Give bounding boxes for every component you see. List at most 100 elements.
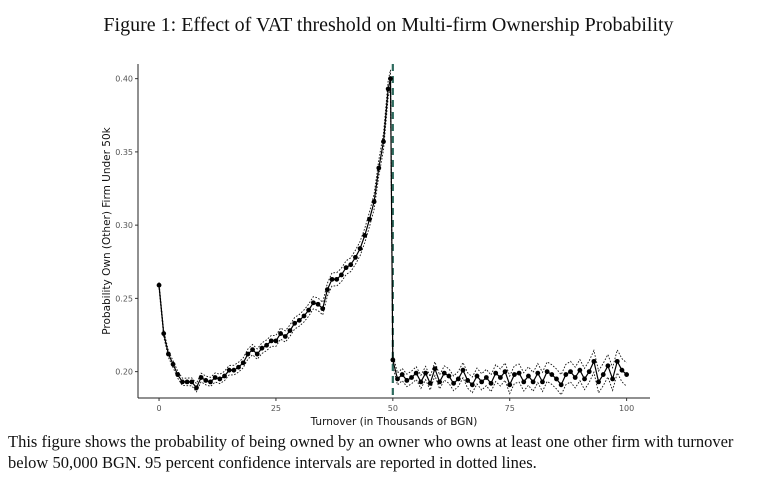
- data-point: [273, 338, 279, 344]
- data-point: [376, 165, 382, 171]
- x-tick-label: 100: [619, 404, 634, 413]
- data-point: [282, 334, 288, 339]
- data-point: [423, 370, 428, 376]
- data-point: [572, 375, 578, 380]
- data-point: [287, 328, 293, 334]
- data-point: [465, 378, 471, 383]
- data-point: [357, 246, 363, 251]
- data-point: [348, 262, 354, 268]
- data-point: [563, 372, 569, 377]
- data-point: [526, 373, 531, 379]
- y-tick-label: 0.30: [115, 221, 133, 230]
- data-point: [292, 320, 298, 326]
- data-point: [516, 370, 522, 376]
- data-point: [483, 375, 489, 380]
- data-point: [409, 375, 414, 380]
- data-point: [460, 367, 466, 373]
- data-point: [591, 358, 597, 364]
- data-point: [315, 301, 321, 307]
- data-point: [582, 376, 587, 382]
- data-point: [385, 86, 391, 92]
- data-point: [479, 379, 485, 385]
- y-tick-label: 0.20: [115, 368, 133, 377]
- data-point: [554, 376, 559, 382]
- data-point: [296, 317, 302, 323]
- data-point: [170, 361, 176, 367]
- data-point: [390, 357, 396, 363]
- figure-caption: This figure shows the probability of bei…: [8, 432, 734, 472]
- data-point: [231, 367, 237, 373]
- data-point: [310, 300, 316, 306]
- y-tick-label: 0.40: [115, 75, 133, 84]
- data-point: [367, 216, 372, 222]
- data-point: [198, 375, 204, 380]
- data-point: [488, 380, 494, 386]
- data-point: [240, 360, 246, 366]
- data-point: [338, 272, 344, 278]
- chart-labels: Turnover (in Thousands of BGN) Probabili…: [101, 126, 477, 428]
- data-point: [226, 367, 232, 373]
- data-point: [497, 375, 503, 380]
- data-point: [596, 379, 601, 385]
- data-point: [404, 378, 410, 383]
- data-point: [343, 265, 349, 271]
- data-point: [184, 379, 190, 385]
- chart-axes: 0.20 0.25 0.30 0.35 0.40 0 25 50 75 100: [115, 64, 650, 413]
- x-tick-label: 75: [505, 404, 515, 413]
- data-point: [568, 369, 573, 375]
- data-point: [619, 367, 625, 373]
- data-point: [306, 307, 312, 313]
- data-point: [451, 380, 457, 386]
- data-point: [245, 351, 251, 357]
- data-point: [605, 363, 611, 369]
- data-point: [395, 376, 400, 382]
- data-point: [399, 372, 405, 377]
- y-tick-label: 0.35: [115, 148, 133, 157]
- data-point: [189, 379, 195, 385]
- data-point: [521, 379, 527, 385]
- data-point: [208, 379, 213, 385]
- data-point: [212, 375, 218, 380]
- data-point: [437, 379, 442, 385]
- x-tick-label: 50: [388, 404, 398, 413]
- data-point: [558, 382, 564, 388]
- data-point: [441, 370, 447, 376]
- data-point: [610, 376, 615, 382]
- data-point: [530, 379, 536, 385]
- data-point: [549, 372, 555, 377]
- data-point: [222, 373, 227, 379]
- data-point: [413, 370, 419, 376]
- data-point: [329, 276, 335, 282]
- y-tick-label: 0.25: [115, 294, 133, 303]
- data-point: [371, 199, 377, 205]
- data-point: [432, 366, 438, 372]
- data-point: [586, 369, 592, 375]
- data-point: [156, 282, 162, 288]
- data-point: [217, 376, 223, 382]
- data-point: [535, 370, 541, 376]
- data-point: [320, 306, 326, 312]
- data-point: [250, 347, 255, 353]
- x-tick-label: 25: [271, 404, 281, 413]
- data-point: [418, 379, 424, 385]
- data-point: [381, 139, 386, 145]
- data-point: [324, 287, 330, 292]
- data-point: [446, 373, 452, 379]
- data-point: [180, 379, 185, 385]
- data-point: [455, 376, 461, 382]
- data-point: [493, 370, 499, 376]
- data-point: [254, 351, 260, 357]
- data-point: [236, 364, 241, 370]
- x-axis-label: Turnover (in Thousands of BGN): [310, 416, 478, 428]
- data-point: [474, 373, 480, 379]
- data-point: [577, 367, 583, 373]
- data-point: [264, 342, 269, 348]
- data-point: [268, 338, 274, 344]
- data-point: [469, 382, 475, 388]
- data-point: [353, 254, 358, 260]
- data-point: [502, 369, 508, 375]
- data-point: [161, 331, 167, 336]
- data-point: [203, 378, 209, 383]
- data-point: [194, 385, 199, 391]
- data-point: [301, 313, 307, 319]
